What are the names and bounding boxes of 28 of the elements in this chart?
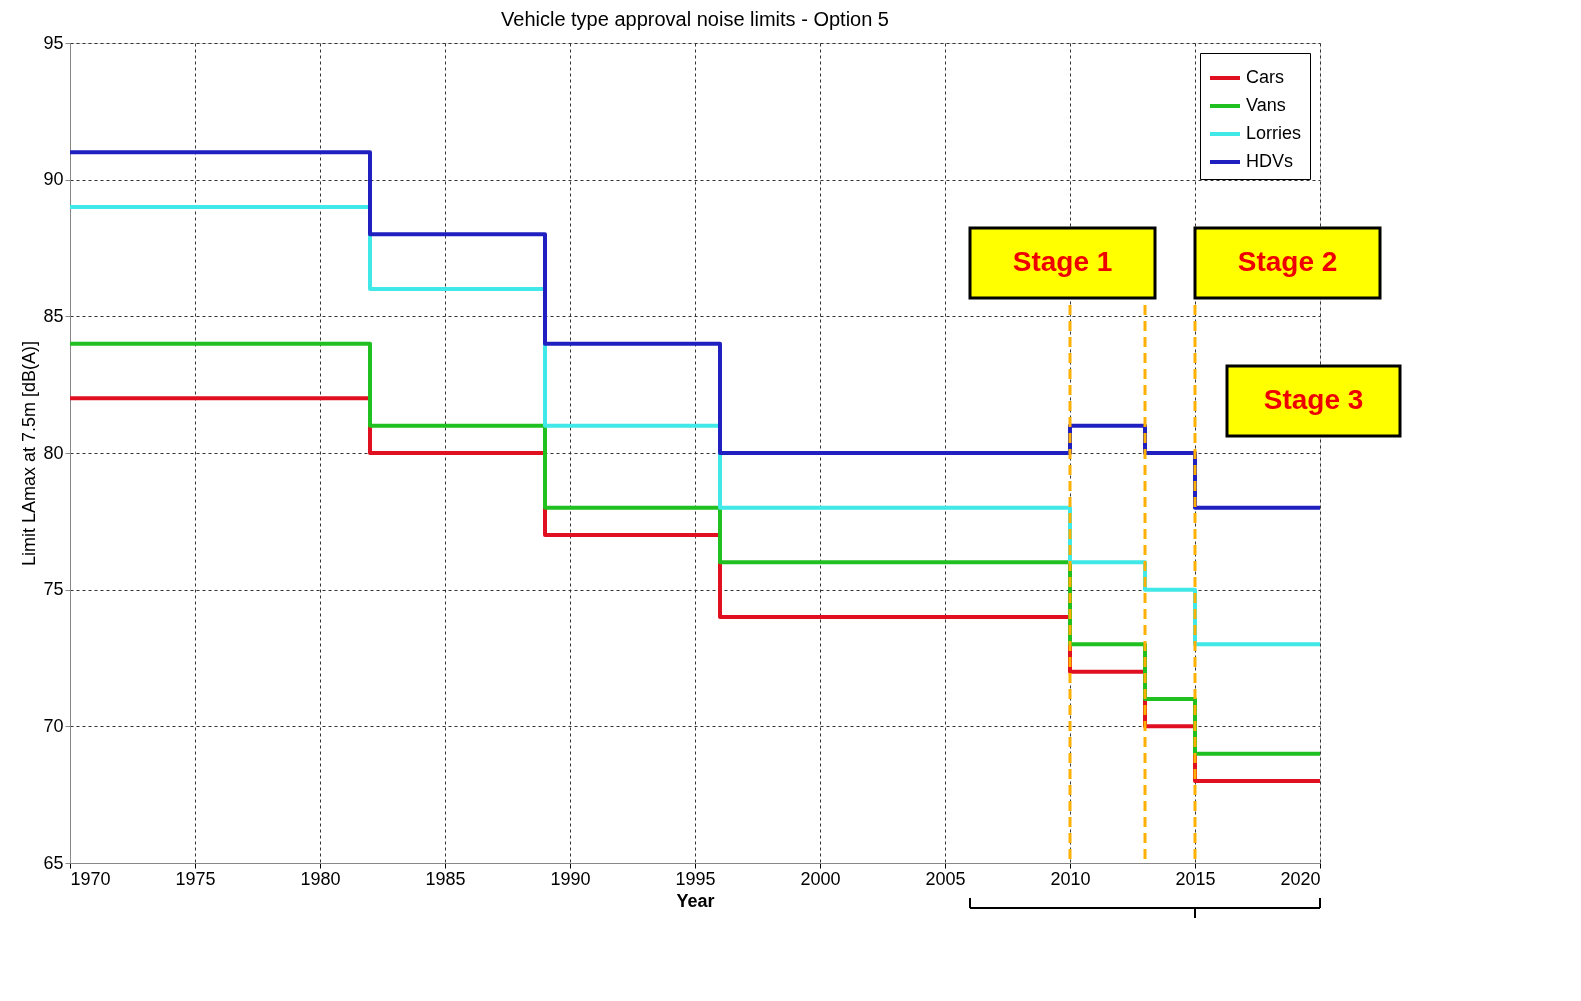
x-axis-title: Year — [676, 890, 715, 911]
y-axis-title: Limit LAmax at 7.5m [dB(A)] — [19, 340, 40, 567]
annotation: Stage 3 — [1263, 384, 1364, 415]
y-tick-label: 90 — [43, 169, 64, 190]
x-tick-label: 2005 — [925, 868, 966, 889]
annotation: Stage 2 — [1237, 246, 1338, 277]
x-tick-label: 1970 — [70, 868, 111, 889]
y-tick-label: 70 — [43, 715, 64, 736]
x-tick-label: 1985 — [425, 868, 466, 889]
x-tick-label: 2000 — [800, 868, 841, 889]
legend-label: Lorries — [1246, 123, 1302, 143]
y-tick-label: 80 — [43, 442, 64, 463]
x-tick-label: 1980 — [300, 868, 341, 889]
x-tick-label: 1995 — [675, 868, 716, 889]
legend-label: HDVs — [1246, 151, 1294, 171]
x-tick-label: 1975 — [175, 868, 216, 889]
legend-label: Vans — [1246, 95, 1286, 115]
x-tick-label: 2010 — [1050, 868, 1091, 889]
annotation: Stage 1 — [1012, 246, 1113, 277]
y-tick-label: 85 — [43, 305, 64, 326]
y-tick-label: 75 — [43, 579, 64, 600]
x-tick-label: 2020 — [1280, 868, 1321, 889]
legend-label: Cars — [1246, 67, 1285, 87]
x-tick-label: 1990 — [550, 868, 591, 889]
y-tick-label: 95 — [43, 32, 64, 53]
chart-title: Vehicle type approval noise limits - Option 5 — [501, 8, 889, 30]
y-tick-label: 65 — [43, 852, 64, 873]
x-tick-label: 2015 — [1175, 868, 1216, 889]
